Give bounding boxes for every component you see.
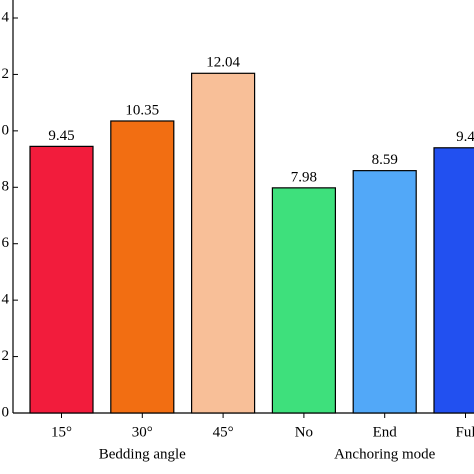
x-tick-label: 15° bbox=[51, 424, 72, 440]
bar bbox=[433, 147, 474, 414]
group-label: Anchoring mode bbox=[334, 446, 436, 462]
x-tick-label: 30° bbox=[132, 424, 153, 440]
x-tick-label: No bbox=[295, 424, 313, 440]
value-label: 7.98 bbox=[291, 169, 317, 185]
x-tick-label: 45° bbox=[213, 424, 234, 440]
bar bbox=[191, 72, 256, 414]
bar bbox=[29, 145, 94, 414]
x-tick-label: End bbox=[373, 424, 398, 440]
value-label: 12.04 bbox=[206, 55, 240, 71]
x-tick-label: Ful bbox=[455, 424, 474, 440]
y-tick-label: 4 bbox=[2, 292, 10, 308]
y-tick-label: 8 bbox=[2, 179, 10, 195]
value-label: 9.45 bbox=[48, 128, 74, 144]
y-tick-label: 0 bbox=[2, 122, 10, 138]
group-label: Bedding angle bbox=[99, 446, 186, 462]
value-label: 8.59 bbox=[372, 152, 398, 168]
bar bbox=[352, 170, 417, 414]
value-label: 9.4 bbox=[456, 129, 474, 145]
y-tick-label: 6 bbox=[2, 235, 10, 251]
bar bbox=[271, 187, 336, 414]
y-tick-label: 2 bbox=[2, 66, 10, 82]
bar bbox=[110, 120, 175, 414]
y-tick-label: 0 bbox=[2, 404, 10, 420]
y-tick-label: 2 bbox=[2, 348, 10, 364]
y-tick-label: 4 bbox=[2, 9, 10, 25]
value-label: 10.35 bbox=[125, 102, 159, 118]
